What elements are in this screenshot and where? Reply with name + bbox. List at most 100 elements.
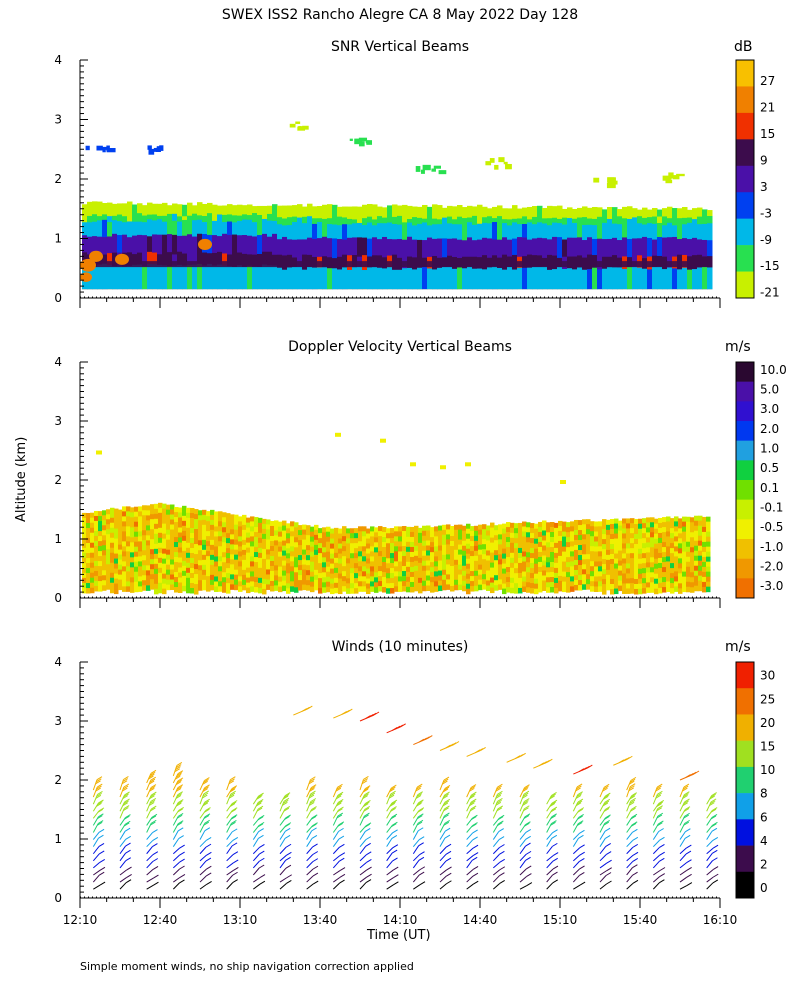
- doppler-cell: [142, 540, 147, 546]
- snr-cell: [532, 266, 538, 290]
- wind-barb-feather: [99, 881, 106, 886]
- doppler-cell: [642, 573, 647, 579]
- doppler-cell: [154, 508, 159, 515]
- doppler-cell: [682, 531, 687, 538]
- doppler-cell: [454, 564, 459, 571]
- doppler-cell: [378, 561, 383, 567]
- doppler-cell: [678, 578, 683, 584]
- doppler-cell: [370, 551, 375, 557]
- doppler-cell: [658, 527, 663, 534]
- wind-barb-feather: [309, 778, 315, 783]
- snr-cell: [89, 250, 103, 262]
- doppler-cell: [638, 543, 643, 550]
- snr-cloud-patch: [494, 164, 499, 170]
- doppler-cell: [138, 526, 143, 532]
- doppler-cell: [618, 570, 623, 577]
- doppler-cell: [230, 529, 235, 535]
- doppler-cell: [106, 549, 111, 555]
- wind-barb-feather: [470, 805, 477, 810]
- wind-barb-feather: [525, 856, 531, 861]
- doppler-cell: [102, 555, 107, 561]
- wind-barb-feather: [257, 798, 264, 803]
- doppler-cell: [394, 551, 399, 557]
- doppler-cell: [402, 566, 407, 572]
- wind-barb: [653, 870, 661, 876]
- doppler-cell: [686, 521, 691, 528]
- doppler-cell: [430, 562, 435, 568]
- wind-barb-feather: [259, 880, 266, 885]
- wind-barb: [359, 831, 366, 840]
- doppler-cell: [310, 586, 315, 593]
- wind-barb-feather: [578, 807, 585, 812]
- doppler-cell: [90, 537, 95, 544]
- doppler-cell: [146, 585, 151, 591]
- doppler-cell: [270, 520, 275, 527]
- doppler-cell: [110, 522, 115, 529]
- wind-barb-feather: [258, 834, 264, 839]
- snr-cell: [242, 266, 248, 290]
- snr-cell: [637, 267, 643, 290]
- doppler-cell: [594, 586, 599, 592]
- doppler-cell: [358, 581, 363, 587]
- doppler-cell: [426, 550, 431, 556]
- doppler-cell: [410, 566, 415, 573]
- doppler-cell: [342, 581, 347, 587]
- wind-barb-feather: [97, 808, 104, 813]
- doppler-cell: [122, 571, 127, 577]
- doppler-cell: [506, 562, 511, 568]
- doppler-cell: [534, 578, 539, 585]
- doppler-cell: [130, 512, 135, 518]
- doppler-cell: [170, 509, 175, 516]
- wind-barb: [226, 840, 234, 848]
- wind-barb: [386, 852, 393, 862]
- doppler-cell: [482, 574, 487, 580]
- wind-barb-feather: [393, 874, 399, 879]
- doppler-cell: [402, 561, 407, 567]
- wind-barb-feather: [576, 785, 582, 790]
- doppler-cell: [106, 529, 111, 535]
- wind-barb-feather: [683, 793, 689, 797]
- doppler-cell: [670, 538, 675, 544]
- doppler-cell: [202, 529, 207, 536]
- doppler-cell: [354, 578, 359, 584]
- wind-barb-feather: [514, 755, 521, 760]
- doppler-cell: [110, 547, 115, 554]
- wind-barb-feather: [657, 790, 663, 795]
- doppler-cell: [598, 546, 603, 552]
- doppler-cell: [166, 509, 171, 516]
- wind-barb-feather: [603, 785, 609, 790]
- doppler-cell: [622, 553, 627, 559]
- wind-barb-feather: [339, 879, 345, 884]
- doppler-cell: [130, 572, 135, 578]
- wind-barb-feather: [525, 850, 532, 855]
- doppler-cell: [658, 542, 663, 549]
- doppler-cell: [446, 539, 451, 545]
- doppler-cell: [134, 511, 139, 518]
- doppler-cell: [686, 516, 691, 523]
- wind-barb-feather: [630, 776, 637, 781]
- wind-barb-feather: [175, 781, 182, 785]
- doppler-cell: [574, 579, 579, 586]
- doppler-cell: [666, 551, 671, 557]
- doppler-cell: [590, 551, 595, 557]
- doppler-cell: [342, 576, 347, 582]
- doppler-cell: [126, 561, 131, 567]
- wind-barb-feather: [310, 798, 317, 802]
- doppler-cell: [506, 527, 511, 533]
- doppler-cell: [162, 528, 167, 535]
- doppler-cell: [462, 530, 467, 537]
- doppler-cell: [622, 543, 627, 549]
- doppler-cell: [198, 570, 203, 576]
- doppler-cell: [698, 550, 703, 557]
- doppler-cell: [450, 531, 455, 537]
- wind-barb-feather: [575, 787, 581, 792]
- doppler-cell: [374, 547, 379, 553]
- doppler-cell: [194, 529, 199, 535]
- doppler-cell: [582, 559, 587, 565]
- doppler-cell: [322, 557, 327, 563]
- colorbar-swatch: [736, 460, 754, 481]
- doppler-cell: [362, 541, 367, 547]
- doppler-cell: [550, 522, 555, 528]
- doppler-cell: [338, 558, 343, 565]
- doppler-cell: [490, 552, 495, 559]
